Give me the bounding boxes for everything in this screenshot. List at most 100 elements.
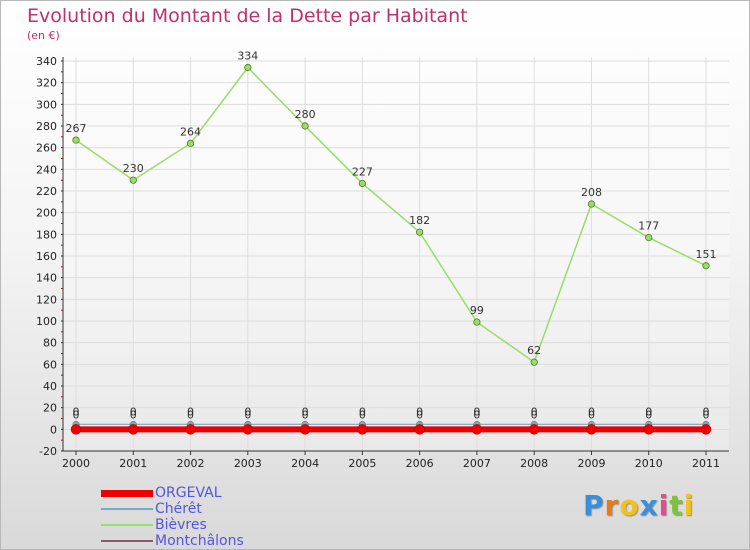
- data-label: 0: [588, 405, 595, 418]
- y-tick-label: 340: [36, 55, 57, 68]
- y-tick-label: 320: [36, 77, 57, 90]
- data-label: 334: [237, 50, 258, 63]
- data-point: [530, 358, 538, 366]
- data-label: 62: [527, 344, 541, 357]
- data-point: [299, 424, 311, 435]
- data-label: 0: [73, 405, 80, 418]
- data-label: 0: [416, 408, 423, 421]
- brand-letter: i: [658, 489, 670, 522]
- data-label: 0: [359, 405, 366, 418]
- data-point: [72, 136, 80, 144]
- x-tick-label: 2001: [119, 457, 147, 470]
- data-label: 0: [130, 408, 137, 421]
- brand-letter: P: [583, 489, 605, 522]
- x-tick-label: 2000: [62, 457, 90, 470]
- data-label: 0: [187, 405, 194, 418]
- data-label: 208: [581, 186, 602, 199]
- y-tick-label: 180: [36, 228, 57, 241]
- legend-swatch: [101, 540, 153, 542]
- x-tick-label: 2008: [520, 457, 548, 470]
- data-label: 230: [123, 162, 144, 175]
- data-label: 0: [359, 408, 366, 421]
- data-label: 182: [409, 214, 430, 227]
- data-point: [301, 122, 309, 130]
- brand-letter: t: [669, 489, 684, 522]
- legend-swatch: [101, 508, 153, 510]
- y-tick-label: 200: [36, 207, 57, 220]
- data-point: [357, 424, 368, 435]
- data-label: 177: [638, 220, 659, 233]
- data-label: 0: [645, 405, 652, 418]
- legend-swatch: [101, 524, 153, 526]
- data-label: 0: [588, 408, 595, 421]
- data-label: 264: [180, 125, 201, 138]
- y-tick-label: 160: [36, 250, 57, 263]
- legend-label: ORGEVAL: [155, 485, 222, 501]
- y-tick-label: 120: [36, 293, 57, 306]
- data-label: 0: [416, 405, 423, 418]
- data-point: [471, 424, 483, 435]
- data-point: [186, 139, 195, 147]
- brand-letter: x: [639, 489, 659, 522]
- brand-logo: Proxiti: [583, 489, 694, 522]
- plot-area: [63, 57, 729, 451]
- y-tick-label: 40: [43, 380, 57, 393]
- data-label: 0: [302, 408, 309, 421]
- x-tick-label: 2005: [348, 457, 376, 470]
- x-tick-label: 2004: [291, 457, 319, 470]
- brand-letter: o: [619, 489, 640, 522]
- data-label: 0: [130, 405, 137, 418]
- x-tick-label: 2011: [692, 457, 720, 470]
- y-tick-label: 300: [36, 98, 57, 111]
- data-label: 0: [302, 405, 309, 418]
- y-tick-label: 280: [36, 120, 57, 133]
- y-tick-label: 220: [36, 185, 57, 198]
- data-label: 0: [244, 408, 251, 421]
- data-point: [473, 318, 481, 326]
- data-label: 267: [66, 122, 87, 135]
- y-tick-label: 140: [36, 272, 57, 285]
- x-tick-label: 2002: [177, 457, 205, 470]
- y-tick-label: -20: [39, 445, 57, 458]
- x-tick-label: 2010: [635, 457, 663, 470]
- legend-label: Montchâlons: [155, 533, 244, 549]
- data-point: [358, 179, 366, 188]
- y-tick-label: 240: [36, 163, 57, 176]
- data-label: 0: [73, 408, 80, 421]
- data-label: 0: [703, 405, 710, 418]
- y-tick-label: 80: [43, 337, 57, 350]
- legend-label: Bièvres: [155, 517, 207, 533]
- data-point: [643, 424, 654, 435]
- legend-swatch: [101, 490, 153, 497]
- series-line-2: [75, 66, 707, 363]
- data-label: 0: [703, 408, 710, 421]
- data-point: [528, 424, 540, 435]
- data-point: [70, 424, 82, 435]
- data-point: [700, 424, 712, 435]
- chart-subtitle: (en €): [27, 29, 60, 42]
- data-label: 280: [295, 108, 316, 121]
- chart-title: Evolution du Montant de la Dette par Hab…: [27, 5, 468, 27]
- data-point: [244, 63, 252, 72]
- data-label: 0: [645, 408, 652, 421]
- y-tick-label: 100: [36, 315, 57, 328]
- data-label: 0: [531, 405, 538, 418]
- data-label: 99: [470, 304, 484, 317]
- y-tick-label: 0: [50, 423, 57, 436]
- x-tick-label: 2003: [234, 457, 262, 470]
- x-tick-label: 2009: [577, 457, 605, 470]
- data-label: 227: [352, 165, 373, 178]
- data-point: [587, 200, 596, 208]
- data-label: 0: [531, 408, 538, 421]
- data-point: [414, 424, 425, 435]
- data-point: [702, 262, 710, 270]
- data-point: [128, 424, 139, 435]
- data-label: 0: [473, 405, 480, 418]
- brand-letter: i: [683, 489, 695, 522]
- y-tick-label: 20: [43, 402, 57, 415]
- data-label: 0: [244, 405, 251, 418]
- y-tick-label: 60: [43, 358, 57, 371]
- y-tick-label: 260: [36, 142, 57, 155]
